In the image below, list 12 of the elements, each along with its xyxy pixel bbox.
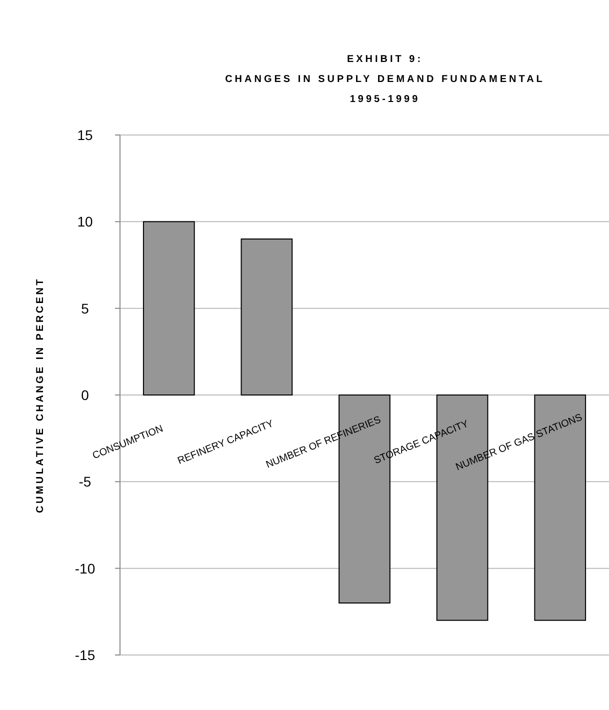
y-tick-label: -15: [74, 647, 96, 663]
bar: [240, 238, 293, 396]
y-tick-label: -5: [78, 474, 92, 490]
bar: [142, 221, 195, 396]
chart-title: EXHIBIT 9: CHANGES IN SUPPLY DEMAND FUNDAMENTAL 1995-1999: [225, 54, 545, 105]
y-tick-label: 0: [81, 387, 90, 403]
y-axis-title: CUMULATIVE CHANGE IN PERCENT: [35, 277, 46, 513]
bar: [534, 394, 586, 621]
y-tick-label: 10: [77, 214, 93, 230]
y-tick-label: 15: [77, 127, 93, 143]
y-tick-label: 5: [81, 300, 90, 316]
y-tick-label: -10: [74, 560, 96, 576]
